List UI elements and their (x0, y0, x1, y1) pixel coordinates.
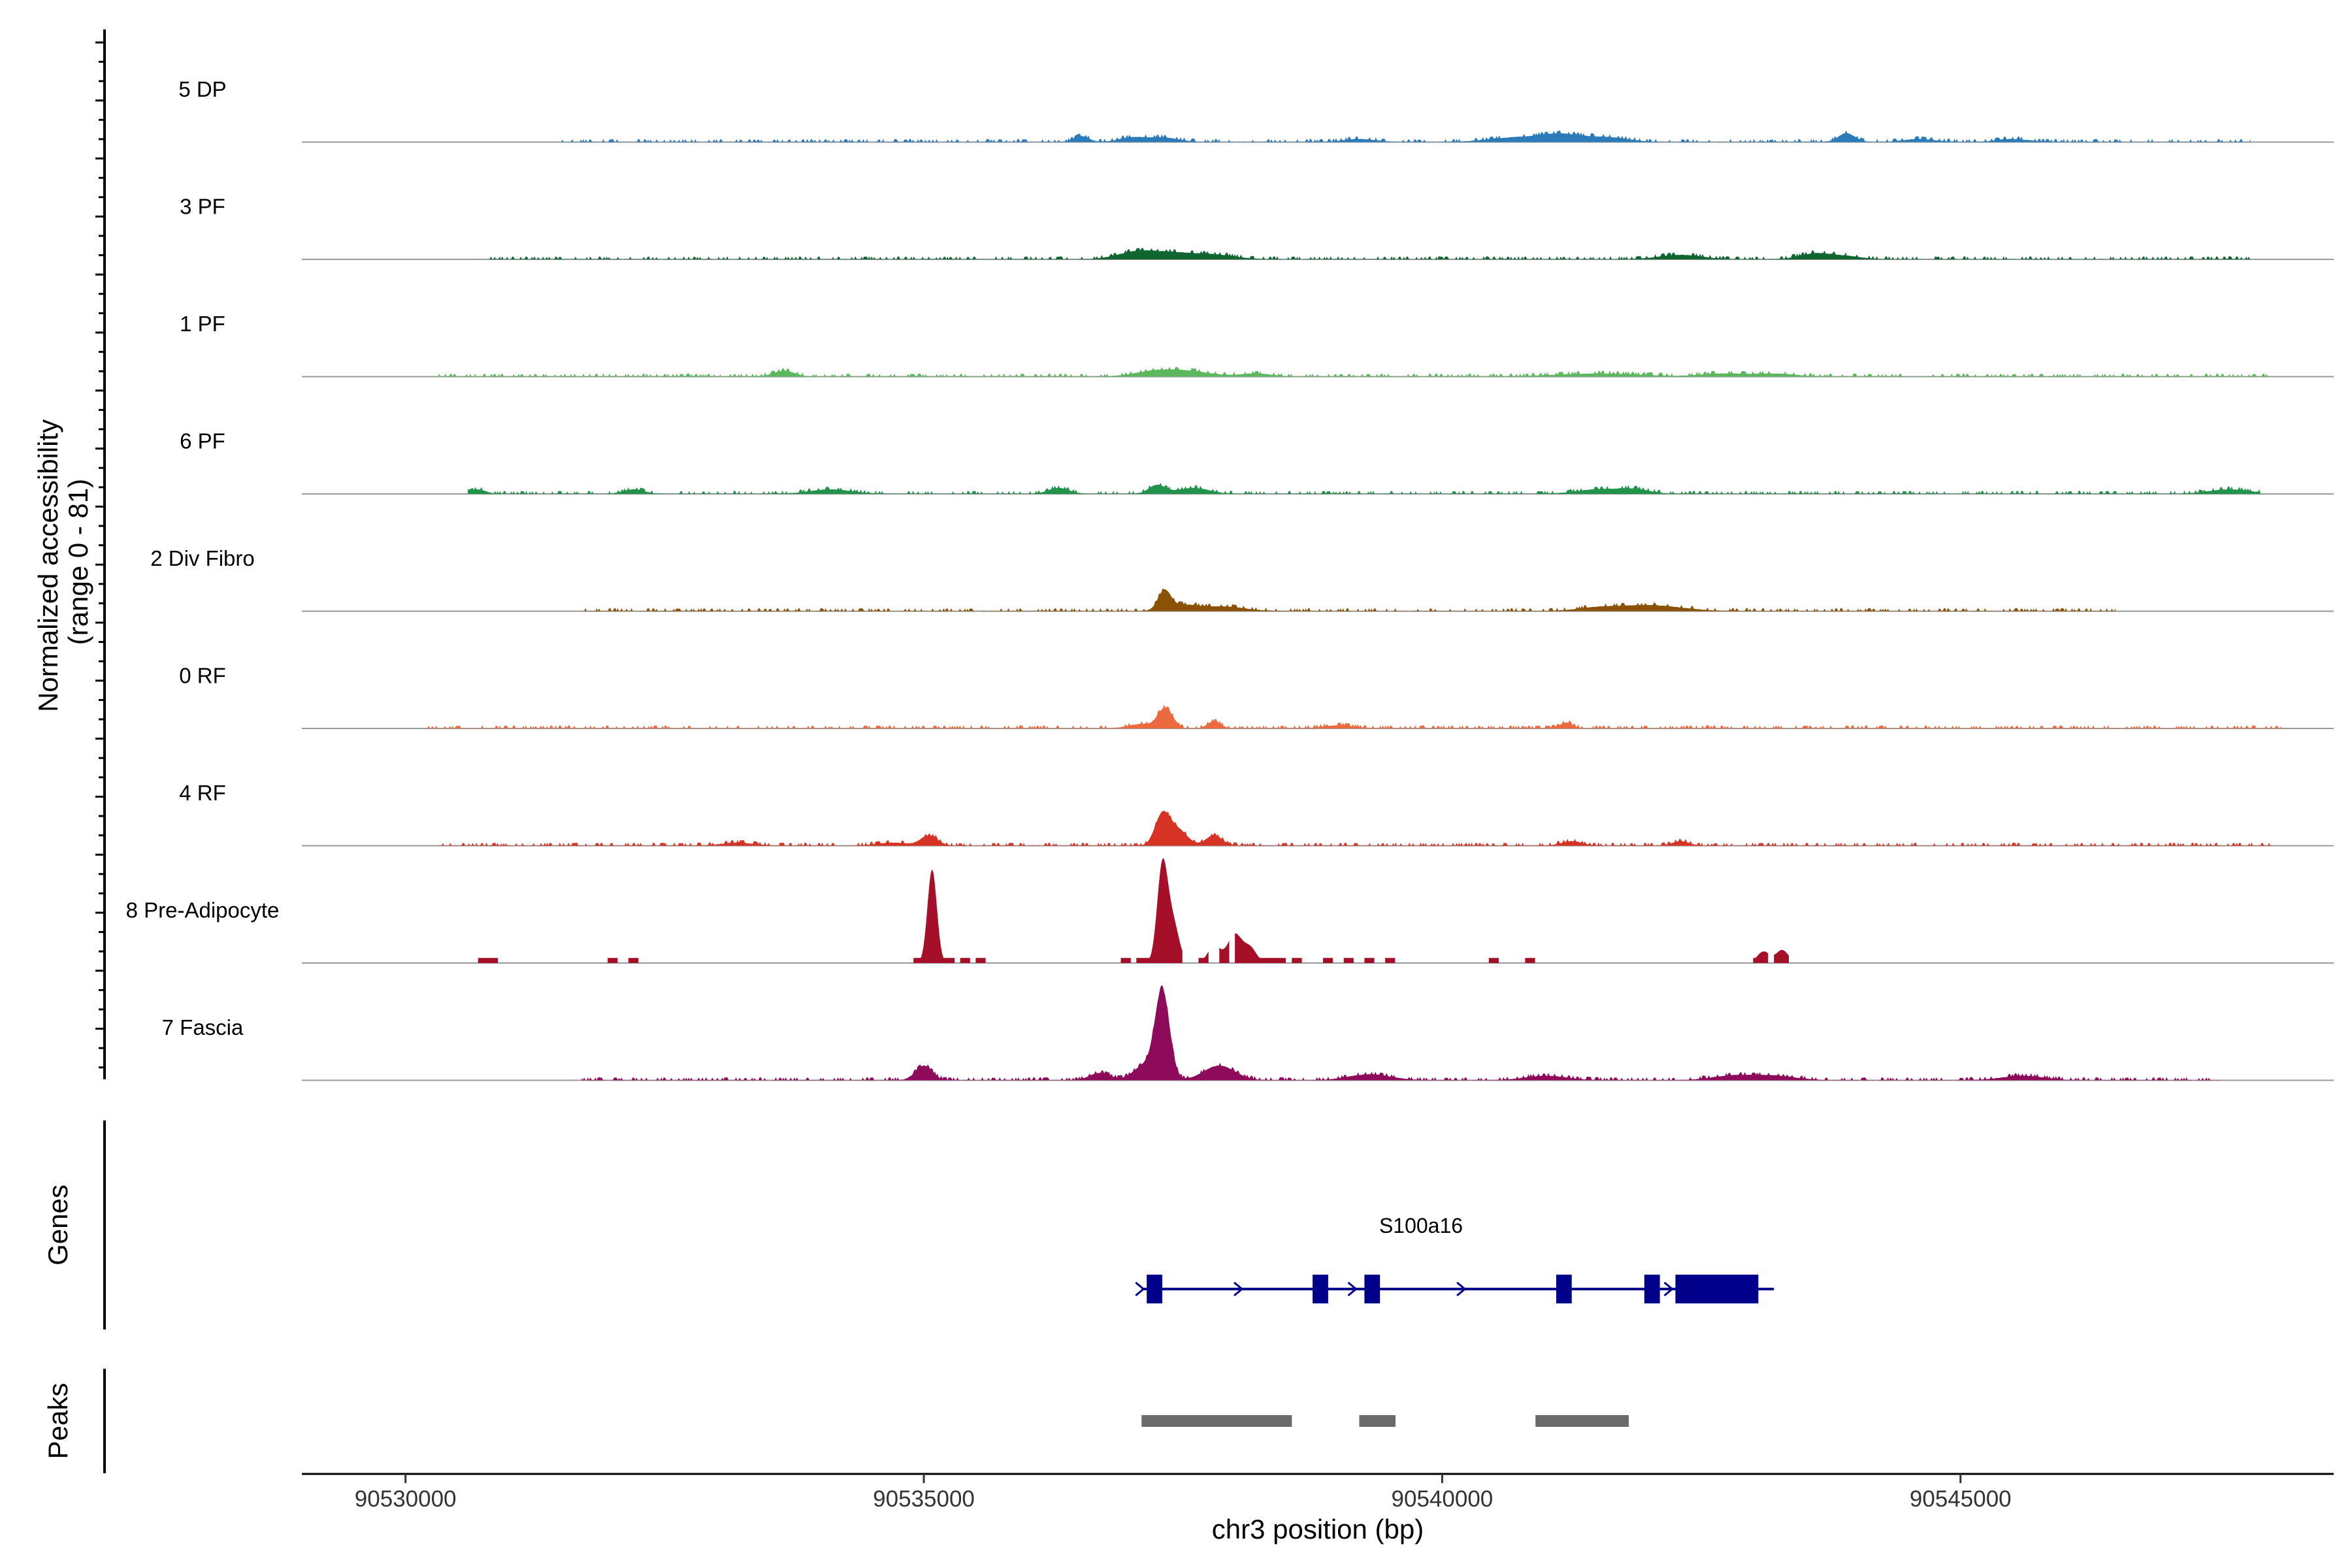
coverage-area (478, 858, 1789, 963)
x-tick-label: 90535000 (873, 1486, 975, 1512)
track-7-fascia (302, 985, 2334, 1081)
gene-exon (1147, 1275, 1162, 1303)
track-1-pf (302, 367, 2334, 378)
x-tick-label: 90545000 (1910, 1486, 2012, 1512)
coverage-area (436, 367, 2272, 377)
track-label: 8 Pre-Adipocyte (126, 898, 280, 923)
track-4-rf (302, 811, 2334, 847)
track-label: 3 PF (180, 195, 225, 219)
track-label: 6 PF (180, 429, 225, 453)
gene-exon (1644, 1275, 1660, 1303)
peak-interval (1141, 1415, 1292, 1427)
peak-interval (1535, 1415, 1629, 1427)
y-axis-title-line2: (range 0 - 81) (63, 479, 93, 645)
x-tick-label: 90540000 (1392, 1486, 1494, 1512)
coverage-area (426, 704, 2281, 728)
gene-exon (1364, 1275, 1380, 1303)
coverage-area (467, 483, 2261, 494)
coverage-area (581, 985, 2219, 1081)
track-8-pre-adipocyte (302, 858, 2334, 964)
track-label: 0 RF (179, 664, 226, 688)
strand-arrow (1663, 1281, 1674, 1297)
gene-model (1135, 1275, 1774, 1303)
y-axis-title-line1: Normalized accessibility (33, 419, 63, 712)
track-2-div-fibro (302, 588, 2334, 612)
peak-bars (1141, 1415, 1629, 1427)
track-label: 2 Div Fibro (150, 546, 255, 570)
gene-exon (1675, 1275, 1759, 1303)
track-labels: 5 DP 3 PF 1 PF 6 PF 2 Div Fibro 0 RF 4 RF 8 Pre… (126, 77, 280, 1039)
track-3-pf (302, 248, 2334, 260)
track-label: 7 Fascia (162, 1015, 244, 1039)
x-axis-title: chr3 position (bp) (1212, 1514, 1424, 1544)
coverage-area (488, 248, 2250, 259)
track-6-pf (302, 483, 2334, 495)
track-label: 1 PF (180, 312, 225, 336)
track-label: 4 RF (179, 781, 226, 805)
peak-interval (1359, 1415, 1396, 1427)
strand-arrow (1347, 1281, 1358, 1297)
track-0-rf (302, 704, 2334, 729)
track-label: 5 DP (178, 77, 226, 101)
strand-arrow (1233, 1281, 1244, 1297)
coverage-area (436, 811, 2272, 846)
peaks-panel: Peaks (42, 1369, 1629, 1473)
gene-exon (1313, 1275, 1328, 1303)
x-axis: 90530000 90535000 90540000 90545000 chr3 po… (302, 1473, 2334, 1544)
coverage-area (581, 588, 2116, 612)
gene-exon (1556, 1275, 1572, 1303)
x-tick-label: 90530000 (355, 1486, 457, 1512)
coverage-area (561, 130, 2251, 142)
strand-arrow (1456, 1281, 1467, 1297)
genes-panel-title: Genes (42, 1184, 73, 1266)
gene-name-label: S100a16 (1379, 1214, 1463, 1237)
y-axis-title: Normalized accessibility (range 0 - 81) (33, 412, 93, 712)
x-ticks: 90530000 90535000 90540000 90545000 (355, 1474, 2012, 1512)
genes-panel: Genes S100a16 (42, 1120, 1774, 1330)
coverage-tracks (302, 130, 2334, 1081)
strand-arrow (1135, 1281, 1145, 1297)
y-axis (95, 29, 106, 1079)
peaks-panel-title: Peaks (42, 1383, 73, 1460)
track-5-dp (302, 130, 2334, 143)
